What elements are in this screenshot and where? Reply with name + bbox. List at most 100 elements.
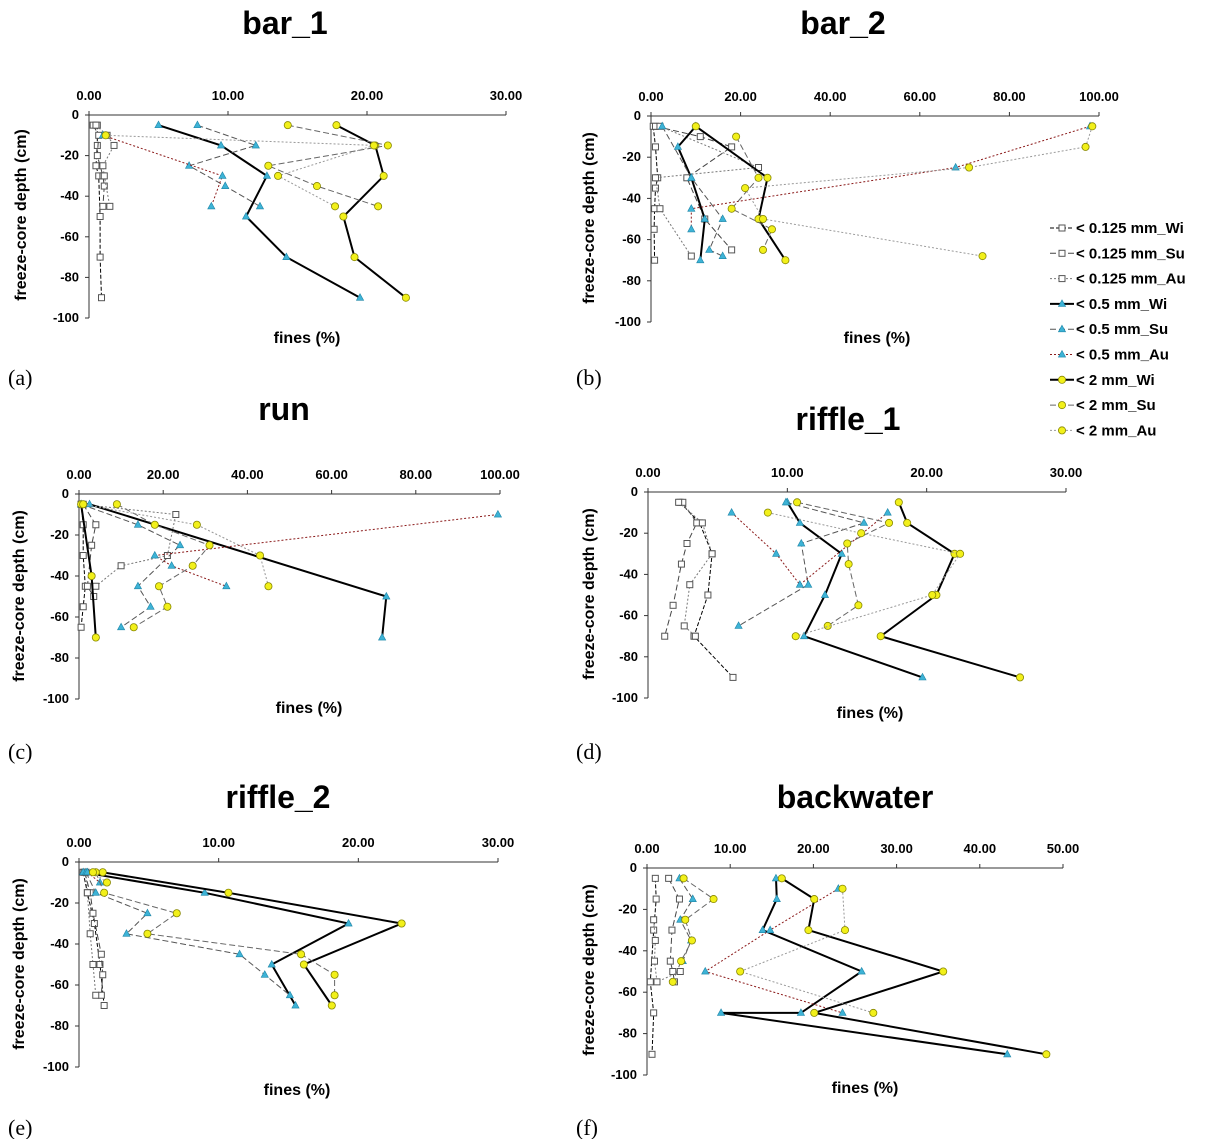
point-circle — [1058, 401, 1067, 410]
chart-panel-bar_2: bar_2 0.00 20.00 40.00 60.00 80.00 100.00 0 -20 -… — [576, 5, 1119, 390]
point-triangle — [718, 251, 727, 259]
point-circle — [823, 621, 832, 630]
series--0-5-mm-wi — [76, 499, 391, 641]
point-circle — [668, 977, 677, 986]
x-tick-label: 50.00 — [1047, 841, 1080, 856]
series--0-5-mm-wi — [673, 121, 709, 264]
series-line — [672, 877, 715, 983]
point-circle — [1088, 122, 1097, 131]
point-triangle — [221, 181, 230, 189]
series-line — [781, 877, 1047, 1056]
point-circle — [928, 591, 937, 600]
point-square — [676, 968, 684, 975]
x-axis-label: fines (%) — [274, 330, 341, 347]
series-line — [105, 134, 375, 207]
point-triangle — [1003, 1049, 1012, 1058]
point-square — [651, 874, 659, 882]
chart-panel-riffle_2: riffle_2 0.00 10.00 20.00 30.00 0 -20 -40 -60 -80… — [8, 779, 514, 1139]
series-line — [80, 503, 181, 628]
point-square — [92, 162, 100, 170]
point-triangle — [235, 949, 244, 958]
point-circle — [741, 184, 750, 193]
series-line — [649, 878, 657, 1055]
point-circle — [854, 601, 863, 610]
y-tick-label: -20 — [618, 901, 637, 916]
series-line — [730, 136, 773, 251]
y-tick-label: -60 — [619, 608, 638, 623]
x-tick-label: 20.00 — [797, 841, 830, 856]
point-circle — [188, 561, 197, 570]
point-circle — [939, 967, 948, 976]
series--0-5-mm-su — [81, 867, 295, 999]
point-circle — [297, 950, 306, 959]
series--2-mm-su — [112, 500, 214, 632]
series--2-mm-su — [727, 132, 776, 254]
y-axis-label: freeze-core depth (cm) — [11, 878, 28, 1050]
chart-title: riffle_2 — [226, 779, 331, 815]
point-circle — [956, 549, 965, 558]
x-tick-label: 30.00 — [482, 835, 515, 850]
series-line — [695, 125, 787, 261]
x-tick-label: 80.00 — [400, 467, 433, 482]
x-tick-label: 80.00 — [993, 89, 1026, 104]
legend-label: < 0.5 mm_Wi — [1076, 296, 1167, 313]
point-triangle — [799, 631, 809, 640]
point-circle — [677, 957, 686, 966]
point-square — [92, 991, 100, 999]
point-circle — [810, 895, 819, 904]
legend-item: < 2 mm_Su — [1050, 397, 1156, 414]
series--2-mm-au — [736, 884, 878, 1017]
point-triangle — [687, 173, 696, 181]
point-circle — [876, 632, 885, 641]
point-square — [110, 141, 118, 149]
y-tick-label: 0 — [630, 860, 637, 875]
point-circle — [978, 252, 987, 261]
point-triangle — [167, 561, 176, 569]
point-circle — [1058, 426, 1067, 435]
point-square — [163, 552, 171, 559]
y-axis-label: freeze-core depth (cm) — [11, 510, 28, 682]
chart-panel-riffle_1: riffle_1 0.00 10.00 20.00 30.00 0 -20 -40 -60 -80… — [576, 401, 1082, 764]
point-square — [648, 1050, 656, 1058]
series-line — [83, 503, 269, 587]
y-tick-label: -80 — [618, 1026, 637, 1041]
point-circle — [331, 202, 340, 211]
point-triangle — [820, 590, 830, 598]
series-line — [335, 124, 407, 299]
point-circle — [330, 970, 339, 979]
point-circle — [709, 895, 718, 904]
point-circle — [965, 163, 974, 172]
point-circle — [736, 967, 745, 976]
point-circle — [841, 926, 850, 935]
chart-panel-backwater: backwater 0.00 10.00 20.00 30.00 40.00 50.00 0 -… — [576, 779, 1079, 1139]
series--2-mm-au — [763, 508, 965, 641]
point-square — [669, 601, 677, 609]
series--0-125-mm-wi — [92, 121, 106, 302]
y-tick-label: -40 — [60, 188, 79, 203]
y-tick-label: -20 — [622, 149, 641, 164]
point-square — [653, 978, 661, 986]
legend-item: < 0.125 mm_Wi — [1050, 220, 1184, 237]
point-triangle — [673, 142, 682, 150]
point-circle — [350, 253, 359, 262]
series--2-mm-su — [91, 868, 339, 1000]
series--2-mm-au — [741, 122, 1097, 261]
point-square — [172, 511, 180, 518]
point-triangle — [1057, 324, 1067, 333]
series-line — [102, 134, 224, 207]
point-square — [93, 141, 101, 149]
point-triangle — [344, 918, 353, 927]
point-circle — [759, 245, 768, 254]
point-triangle — [116, 622, 126, 631]
point-circle — [98, 868, 107, 877]
series--2-mm-au — [101, 131, 378, 211]
point-square — [728, 143, 736, 151]
series-line — [83, 871, 352, 1007]
point-circle — [754, 173, 763, 182]
point-circle — [172, 909, 181, 918]
point-triangle — [700, 214, 709, 222]
point-square — [97, 950, 105, 958]
x-tick-label: 40.00 — [814, 89, 847, 104]
chart-title: bar_1 — [242, 5, 327, 41]
point-triangle — [378, 632, 387, 641]
